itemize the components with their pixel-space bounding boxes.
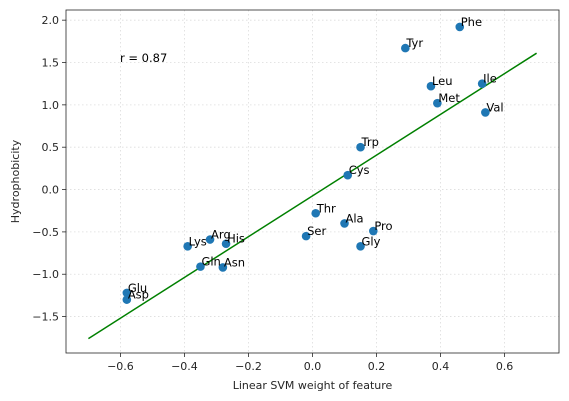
y-axis: −1.5 −1.0 −0.5 0.0 0.5 1.0 1.5 2.0 (32, 14, 66, 324)
data-point-glu (122, 288, 132, 298)
y-tick-label: −1.0 (32, 268, 59, 281)
point-label-arg: Arg (211, 228, 231, 242)
data-point-asp (122, 295, 132, 304)
point-label-val: Val (486, 100, 503, 114)
point-label-asp: Asp (128, 288, 149, 302)
y-tick-label: 0.0 (42, 184, 60, 197)
point-label-ser: Ser (307, 224, 326, 238)
x-tick-label: 0.6 (496, 360, 514, 373)
data-point-asn (218, 263, 228, 272)
y-tick-label: 1.0 (42, 99, 60, 112)
y-tick-label: 1.5 (42, 57, 60, 70)
data-point-thr (311, 208, 321, 218)
data-point-arg (205, 235, 215, 244)
data-point-gln (196, 262, 205, 271)
point-label-gly: Gly (362, 234, 381, 248)
x-axis-label: Linear SVM weight of feature (233, 379, 393, 392)
points-layer (122, 22, 490, 304)
data-point-tyr (401, 43, 410, 53)
data-point-ser (301, 231, 311, 241)
data-point-lys (183, 241, 192, 251)
data-point-ile (477, 79, 487, 88)
point-label-met: Met (438, 91, 460, 105)
point-label-phe: Phe (461, 15, 482, 29)
point-labels-layer: Phe Tyr Leu Ile Met Val Trp Cys Thr Ala Pro Ser Gly A… (128, 15, 504, 302)
correlation-annotation: r = 0.87 (120, 51, 167, 65)
point-label-thr: Thr (316, 201, 336, 215)
data-point-phe (455, 22, 465, 32)
y-tick-label: −0.5 (32, 226, 59, 239)
data-point-cys (343, 170, 353, 180)
data-point-ala (340, 219, 349, 228)
y-tick-label: 2.0 (42, 14, 60, 27)
point-label-ala: Ala (346, 211, 364, 225)
y-axis-label: Hydrophobicity (9, 139, 22, 223)
point-label-trp: Trp (361, 135, 379, 149)
point-label-glu: Glu (128, 281, 147, 295)
y-tick-label: −1.5 (32, 311, 59, 324)
point-label-leu: Leu (432, 74, 453, 88)
x-tick-label: −0.4 (171, 360, 198, 373)
x-tick-label: 0.0 (304, 360, 322, 373)
data-point-val (481, 108, 490, 117)
data-point-gly (356, 241, 365, 251)
x-tick-label: −0.6 (107, 360, 134, 373)
point-label-gln: Gln (201, 255, 220, 269)
x-axis: −0.6 −0.4 −0.2 0.0 0.2 0.4 0.6 (107, 353, 513, 373)
data-point-leu (426, 81, 436, 91)
x-tick-label: 0.4 (432, 360, 450, 373)
fit-line-layer (88, 52, 537, 340)
y-tick-label: 0.5 (42, 141, 60, 154)
point-label-asn: Asn (224, 255, 245, 269)
regression-line (88, 52, 537, 340)
point-label-tyr: Tyr (405, 36, 423, 50)
point-label-ile: Ile (483, 72, 497, 86)
point-label-lys: Lys (189, 234, 207, 248)
grid-layer (66, 10, 559, 353)
data-point-his (221, 239, 231, 249)
data-point-pro (369, 226, 378, 236)
point-label-pro: Pro (374, 219, 392, 233)
data-point-met (433, 98, 442, 108)
point-label-cys: Cys (349, 163, 370, 177)
x-tick-label: −0.2 (235, 360, 262, 373)
point-label-his: His (227, 232, 245, 246)
data-point-trp (356, 142, 365, 152)
x-tick-label: 0.2 (368, 360, 386, 373)
